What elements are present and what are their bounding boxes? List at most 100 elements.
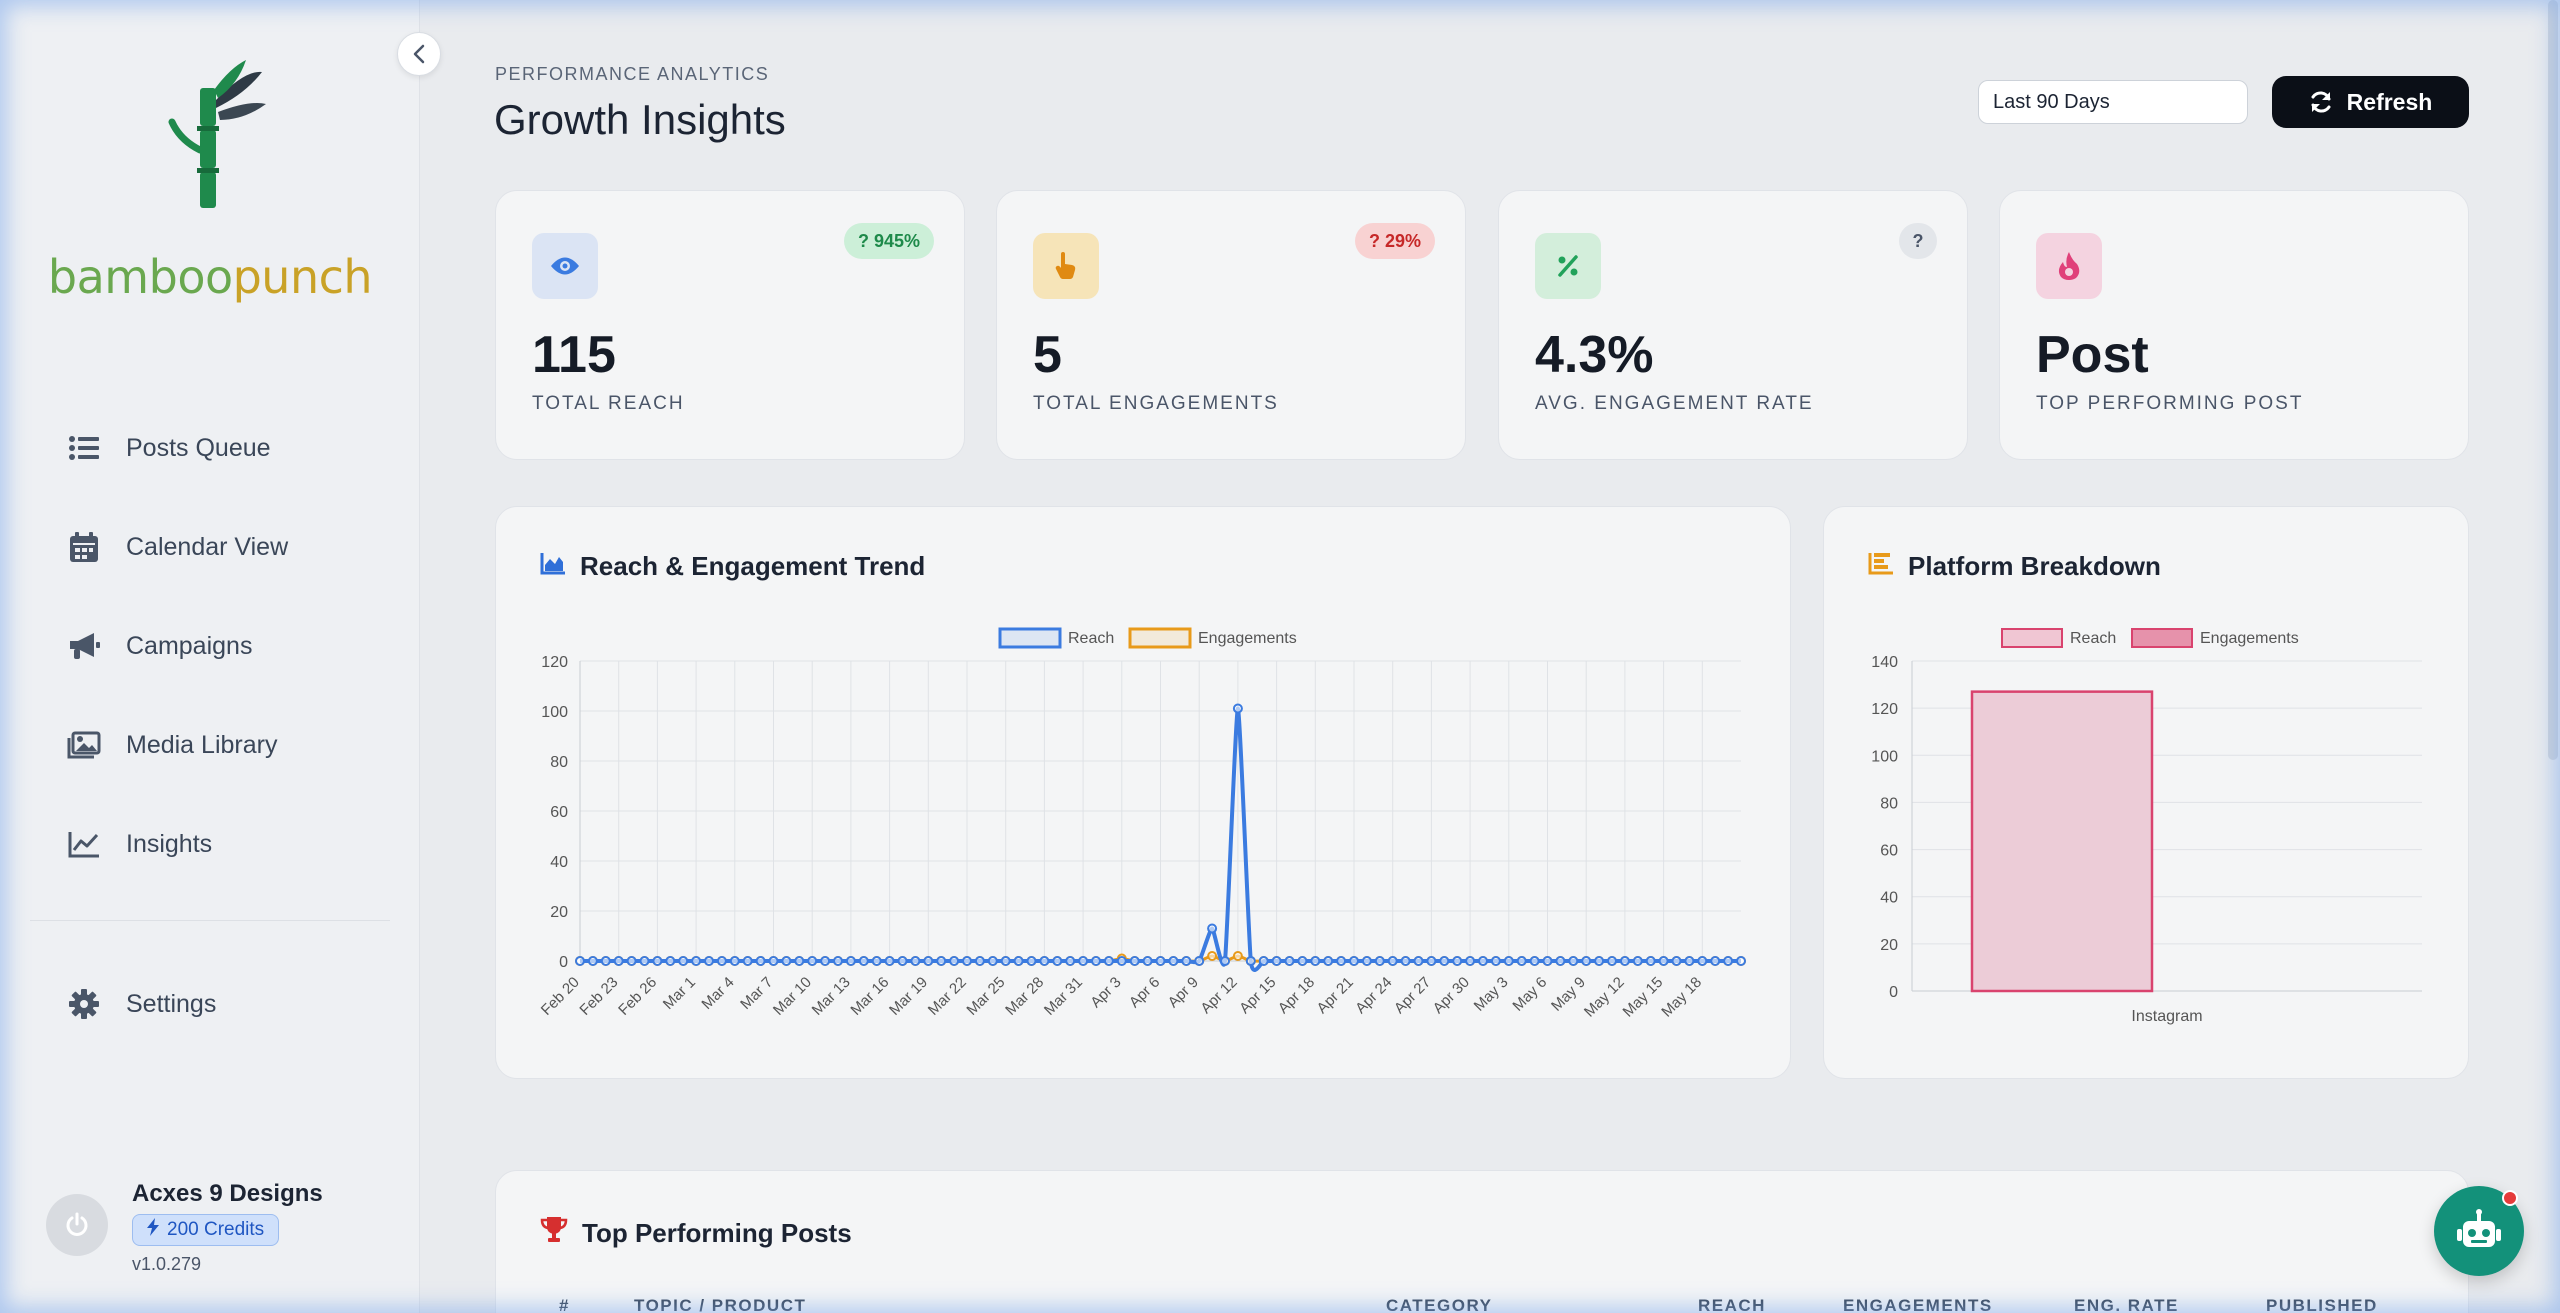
sidebar-item-label: Calendar View [126, 532, 289, 561]
refresh-button[interactable]: Refresh [2272, 76, 2469, 128]
sidebar-item-media-library[interactable]: Media Library [30, 709, 390, 781]
trend-chart-title: Reach & Engagement Trend [540, 551, 925, 582]
data-point-reach [1426, 956, 1437, 966]
y-tick-label: 80 [550, 754, 568, 771]
x-tick-label: May 3 [1471, 974, 1512, 1015]
bar-reach [1970, 690, 2154, 993]
pointer-hand-icon [1033, 233, 1099, 299]
sidebar-item-label: Campaigns [126, 631, 253, 660]
sidebar: bamboopunch Posts Queue Calendar View Ca… [0, 0, 420, 1313]
x-tick-label: Mar 31 [1041, 974, 1086, 1019]
data-point-reach [1516, 956, 1527, 966]
kpi-label: TOP PERFORMING POST [2036, 393, 2304, 414]
x-tick-label: Apr 21 [1314, 974, 1357, 1017]
table-header-reach[interactable]: REACH [1698, 1296, 1766, 1313]
x-tick-label: Mar 28 [1002, 974, 1047, 1019]
brand-logo[interactable]: bamboopunch [40, 60, 380, 310]
x-tick-label: May 15 [1620, 974, 1667, 1021]
sidebar-item-label: Settings [126, 989, 217, 1018]
x-tick-label: Feb 20 [538, 974, 583, 1019]
sidebar-item-calendar-view[interactable]: Calendar View [30, 511, 390, 583]
data-point-reach [716, 956, 727, 966]
legend-swatch-engagements [1128, 627, 1192, 649]
data-point-reach [1103, 956, 1114, 966]
x-tick-label: Apr 18 [1275, 974, 1318, 1017]
data-point-reach [613, 956, 624, 966]
platform-bar-chart: Reach Engagements 0 20 40 60 80 100 120 140 Instag… [1871, 628, 2422, 1025]
area-chart-icon [540, 551, 566, 582]
table-header-category[interactable]: CATEGORY [1386, 1296, 1493, 1313]
data-point-engagements [1232, 951, 1243, 961]
megaphone-icon [64, 626, 104, 666]
credits-badge: 200 Credits [132, 1214, 280, 1246]
x-tick-label: Apr 24 [1352, 974, 1395, 1017]
data-point-reach [1555, 956, 1566, 966]
trend-chart-card: Reach & Engagement Trend Reach Engagement… [495, 506, 1791, 1079]
brand-wordmark-left: bamboo [47, 250, 233, 304]
date-range-select[interactable]: Last 90 Days [1978, 80, 2248, 124]
kpi-label: TOTAL REACH [532, 393, 685, 414]
chat-assistant-button[interactable] [2434, 1186, 2524, 1276]
data-point-reach [1723, 956, 1734, 966]
y-tick-label: 120 [1871, 701, 1898, 718]
data-point-reach [949, 956, 960, 966]
calendar-icon [64, 527, 104, 567]
kpi-value: 4.3% [1535, 326, 1654, 384]
data-point-reach [652, 956, 663, 966]
sidebar-item-settings[interactable]: Settings [30, 968, 390, 1040]
top-posts-card: Top Performing Posts [495, 1170, 2469, 1313]
kpi-label: AVG. ENGAGEMENT RATE [1535, 393, 1814, 414]
data-point-reach [858, 956, 869, 966]
y-tick-label: 120 [541, 654, 568, 671]
logout-button[interactable] [46, 1194, 108, 1256]
table-header-eng-rate[interactable]: ENG. RATE [2074, 1296, 2179, 1313]
x-tick-label: Feb 23 [576, 974, 621, 1019]
table-header-published[interactable]: PUBLISHED [2266, 1296, 2378, 1313]
data-point-reach [1619, 956, 1630, 966]
data-point-reach [755, 956, 766, 966]
trend-chart-title-text: Reach & Engagement Trend [580, 551, 926, 581]
eye-icon [532, 233, 598, 299]
data-point-reach [1336, 956, 1347, 966]
data-point-reach [1284, 956, 1295, 966]
legend-swatch-reach [998, 627, 1062, 649]
percent-icon [1535, 233, 1601, 299]
data-point-reach [1013, 956, 1024, 966]
page-eyebrow: PERFORMANCE ANALYTICS [495, 64, 770, 84]
data-point-reach [1297, 956, 1308, 966]
trophy-icon [540, 1217, 568, 1250]
legend-label-engagements: Engagements [1198, 630, 1297, 647]
data-point-reach [1607, 956, 1617, 966]
data-point-reach [626, 956, 637, 966]
data-point-reach [1194, 956, 1205, 966]
data-point-reach [1594, 956, 1605, 966]
collapse-sidebar-button[interactable] [397, 32, 441, 76]
y-tick-label: 0 [1889, 984, 1898, 1001]
data-point-reach [1349, 956, 1359, 966]
y-tick-label: 60 [1880, 843, 1898, 860]
data-point-reach [1439, 956, 1450, 966]
sidebar-item-insights[interactable]: Insights [30, 808, 390, 880]
kpi-card-avg-engagement-rate: ? 4.3% AVG. ENGAGEMENT RATE [1498, 190, 1968, 460]
data-point-reach [1323, 956, 1334, 966]
sidebar-item-campaigns[interactable]: Campaigns [30, 610, 390, 682]
data-point-reach [1736, 956, 1746, 966]
x-tick-label: Mar 4 [698, 974, 737, 1013]
data-point-reach [794, 956, 805, 966]
data-point-reach [1374, 956, 1385, 966]
x-tick-label: Mar 22 [925, 974, 970, 1019]
table-header-rank[interactable]: # [559, 1296, 570, 1313]
table-header-engagements[interactable]: ENGAGEMENTS [1843, 1296, 1993, 1313]
notification-dot [2502, 1190, 2518, 1206]
kpi-label: TOTAL ENGAGEMENTS [1033, 393, 1279, 414]
table-header-topic[interactable]: TOPIC / PRODUCT [634, 1296, 807, 1313]
data-point-reach [1052, 956, 1063, 966]
sidebar-item-posts-queue[interactable]: Posts Queue [30, 412, 390, 484]
brand-wordmark: bamboopunch [40, 250, 380, 304]
y-tick-label: 100 [1871, 748, 1898, 765]
legend-swatch-engagements [2131, 628, 2193, 648]
data-point-reach [1697, 956, 1708, 966]
sidebar-item-label: Posts Queue [126, 433, 271, 462]
page-scrollbar[interactable] [2548, 0, 2558, 760]
x-tick-label: May 18 [1658, 974, 1705, 1021]
